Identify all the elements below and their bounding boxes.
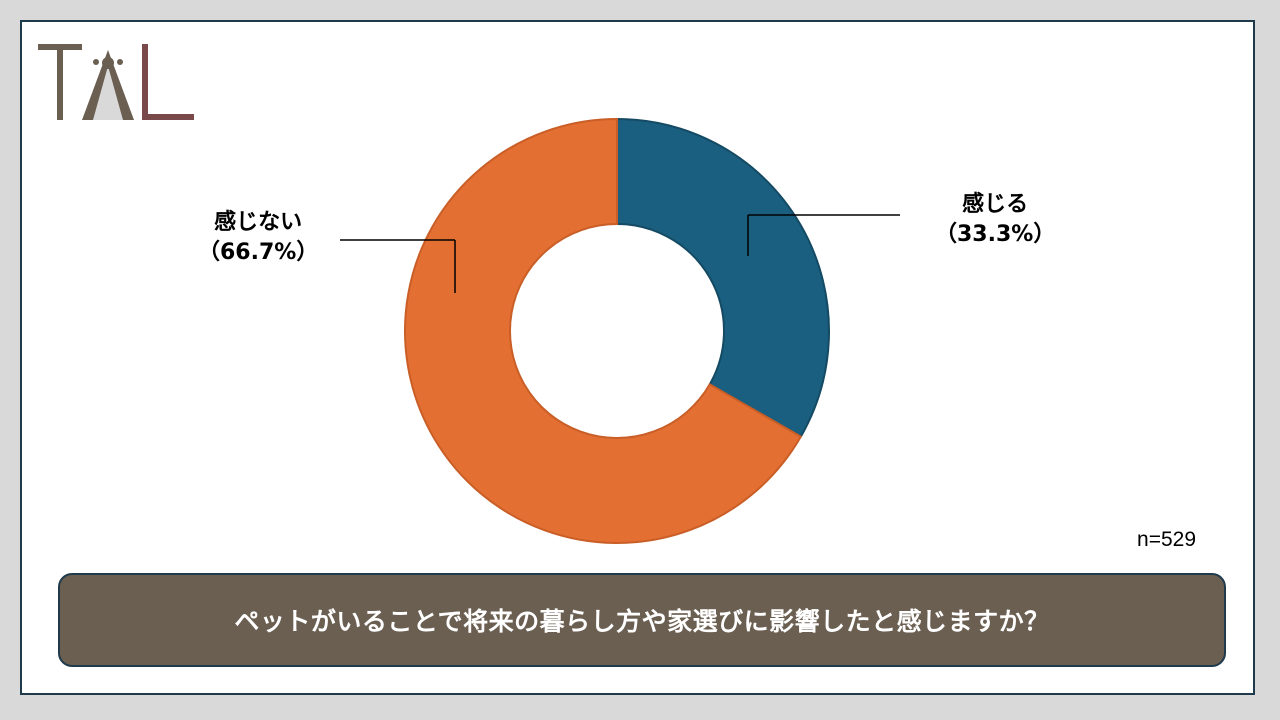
tal-logo — [38, 44, 194, 120]
slice-label-not-feel-value: （66.7%） — [198, 240, 319, 265]
slice-label-not-feel-name: 感じない — [214, 210, 303, 235]
slice-label-feel: 感じる （33.3%） — [935, 190, 1055, 250]
question-text: ペットがいることで将来の暮らし方や家選びに影響したと感じますか？ — [234, 607, 1050, 636]
slice-label-not-feel: 感じない （66.7%） — [198, 208, 318, 268]
donut-slice-not-feel — [404, 117, 803, 544]
sample-size-note: n=529 — [1137, 528, 1196, 551]
donut-slice-feel — [616, 117, 830, 438]
slice-label-feel-value: （33.3%） — [935, 222, 1056, 247]
slice-label-feel-name: 感じる — [962, 192, 1029, 217]
question-box: ペットがいることで将来の暮らし方や家選びに影響したと感じますか？ — [58, 573, 1226, 667]
